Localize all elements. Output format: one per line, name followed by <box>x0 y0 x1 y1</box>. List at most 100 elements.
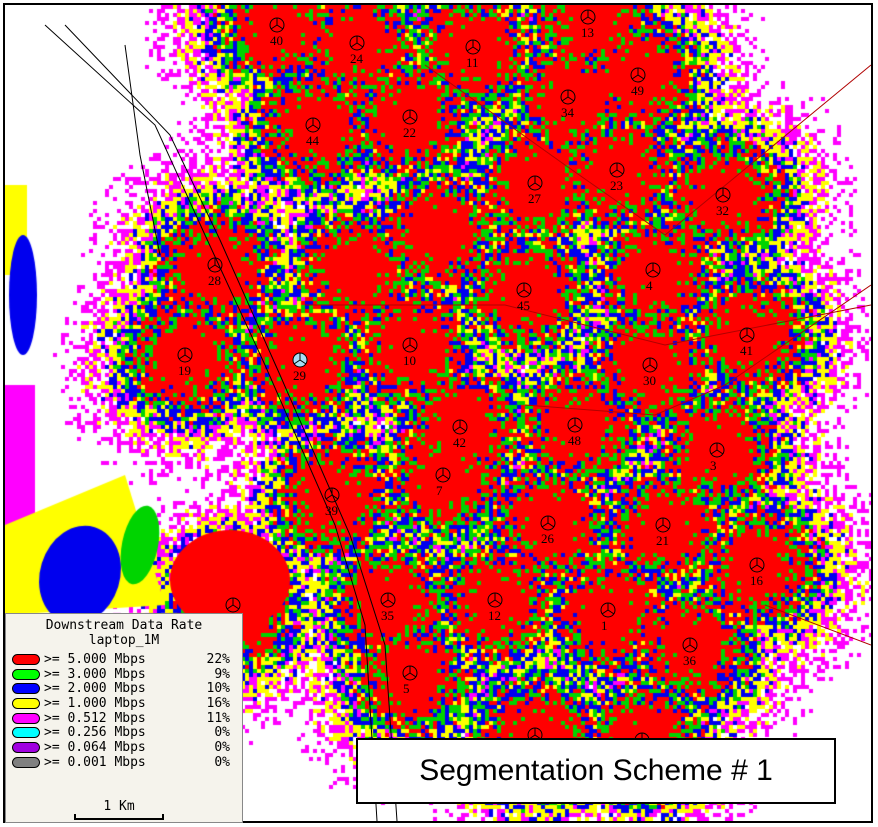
legend-threshold: >= 0.064 Mbps <box>44 739 146 755</box>
site-label: 32 <box>716 203 729 218</box>
site-sector-icon <box>610 163 624 175</box>
site-label: 44 <box>306 133 320 148</box>
site-sector-icon <box>350 36 364 48</box>
site-sector-icon <box>381 593 395 605</box>
site-marker[interactable]: 16 <box>749 557 765 588</box>
site-marker[interactable]: 39 <box>324 487 340 518</box>
site-label: 22 <box>403 125 416 140</box>
legend-threshold: >= 3.000 Mbps <box>44 666 146 682</box>
site-label: 49 <box>631 83 644 98</box>
site-marker[interactable]: 48 <box>567 417 583 448</box>
site-marker[interactable]: 26 <box>540 515 556 546</box>
site-marker[interactable]: 29 <box>292 352 308 383</box>
legend-swatch-red <box>12 653 40 665</box>
site-label: 1 <box>601 618 608 633</box>
site-marker[interactable]: 1 <box>600 602 616 633</box>
legend-row: >= 0.001 Mbps 0% <box>12 755 242 770</box>
site-marker[interactable]: 21 <box>655 517 671 548</box>
legend-percent: 11% <box>206 710 230 726</box>
legend-percent: 0% <box>214 754 230 770</box>
legend-threshold: >= 0.512 Mbps <box>44 710 146 726</box>
site-marker[interactable]: 5 <box>402 665 418 696</box>
site-marker[interactable]: 12 <box>487 592 503 623</box>
site-sector-icon <box>568 418 582 430</box>
site-marker[interactable]: 27 <box>527 175 543 206</box>
legend-row: >= 0.064 Mbps 0% <box>12 740 242 755</box>
legend-swatch-green <box>12 668 40 680</box>
site-marker[interactable]: 32 <box>715 187 731 218</box>
site-marker[interactable]: 36 <box>682 637 698 668</box>
site-sector-icon <box>656 518 670 530</box>
site-sector-icon <box>643 358 657 370</box>
legend-percent: 0% <box>214 725 230 741</box>
legend-swatch-yellow <box>12 697 40 709</box>
site-label: 16 <box>750 573 764 588</box>
site-marker[interactable]: 40 <box>269 17 285 48</box>
site-marker[interactable]: 41 <box>739 327 755 358</box>
site-marker[interactable]: 35 <box>380 592 396 623</box>
legend-percent: 16% <box>206 695 230 711</box>
site-sector-icon <box>436 468 450 480</box>
legend-row: >= 2.000 Mbps 10% <box>12 681 242 696</box>
site-sector-icon <box>178 348 192 360</box>
site-sector-icon <box>466 40 480 52</box>
site-marker[interactable]: 22 <box>402 109 418 140</box>
site-marker[interactable]: 28 <box>207 257 223 288</box>
site-sector-icon <box>517 283 531 295</box>
site-marker[interactable]: 11 <box>465 39 481 70</box>
site-marker[interactable]: 30 <box>642 357 658 388</box>
site-marker[interactable]: 44 <box>305 117 321 148</box>
road-line <box>764 604 871 646</box>
site-label: 12 <box>488 608 501 623</box>
road-line <box>524 284 871 416</box>
scale-label: 1 Km <box>103 799 135 814</box>
site-sector-icon <box>561 90 575 102</box>
site-sector-icon <box>306 118 320 130</box>
legend-threshold: >= 0.256 Mbps <box>44 725 146 741</box>
legend-subtitle: laptop_1M <box>88 633 160 648</box>
site-sector-icon <box>631 68 645 80</box>
legend: Downstream Data Rate laptop_1M >= 5.000 … <box>5 613 243 823</box>
site-label: 7 <box>436 483 443 498</box>
site-marker[interactable]: 24 <box>349 35 365 66</box>
legend-row: >= 1.000 Mbps 16% <box>12 696 242 711</box>
legend-swatch-purple <box>12 741 40 753</box>
site-marker[interactable]: 49 <box>630 67 646 98</box>
site-label: 41 <box>740 343 753 358</box>
site-marker[interactable]: 10 <box>402 337 418 368</box>
site-marker[interactable]: 4 <box>645 262 661 293</box>
site-marker[interactable]: 13 <box>580 9 596 40</box>
roads-layer <box>44 24 871 821</box>
road-line <box>124 44 161 256</box>
sites-layer: 40 24 11 13 49 44 22 34 32 27 4 45 19 29 10 41 30 42 48 3 7 3… <box>177 9 765 763</box>
site-label: 35 <box>381 608 394 623</box>
legend-title: Downstream Data Rate <box>45 618 203 633</box>
site-marker[interactable]: 7 <box>435 467 451 498</box>
road-line <box>424 64 871 236</box>
site-label: 48 <box>568 433 581 448</box>
scale-bar: 1 Km <box>74 799 164 820</box>
site-label: 5 <box>403 681 410 696</box>
scheme-caption: Segmentation Scheme # 1 <box>356 738 836 804</box>
legend-swatch-magenta <box>12 712 40 724</box>
legend-threshold: >= 1.000 Mbps <box>44 695 146 711</box>
site-marker[interactable]: 42 <box>452 419 468 450</box>
site-marker[interactable]: 3 <box>709 442 725 473</box>
site-label: 13 <box>581 25 594 40</box>
site-marker[interactable]: 45 <box>516 282 532 313</box>
site-sector-icon <box>226 598 240 610</box>
road-line <box>305 304 871 346</box>
site-marker[interactable]: 34 <box>560 89 576 120</box>
site-label: 36 <box>683 653 697 668</box>
site-marker[interactable]: 23 <box>609 162 625 193</box>
site-label: 3 <box>710 458 717 473</box>
legend-threshold: >= 0.001 Mbps <box>44 754 146 770</box>
site-label: 10 <box>403 353 416 368</box>
site-sector-icon <box>683 638 697 650</box>
site-marker[interactable]: 19 <box>177 347 193 378</box>
legend-percent: 0% <box>214 739 230 755</box>
site-label: 26 <box>541 531 555 546</box>
site-label: 29 <box>293 368 306 383</box>
site-label: 4 <box>646 278 653 293</box>
site-sector-icon <box>325 488 339 500</box>
